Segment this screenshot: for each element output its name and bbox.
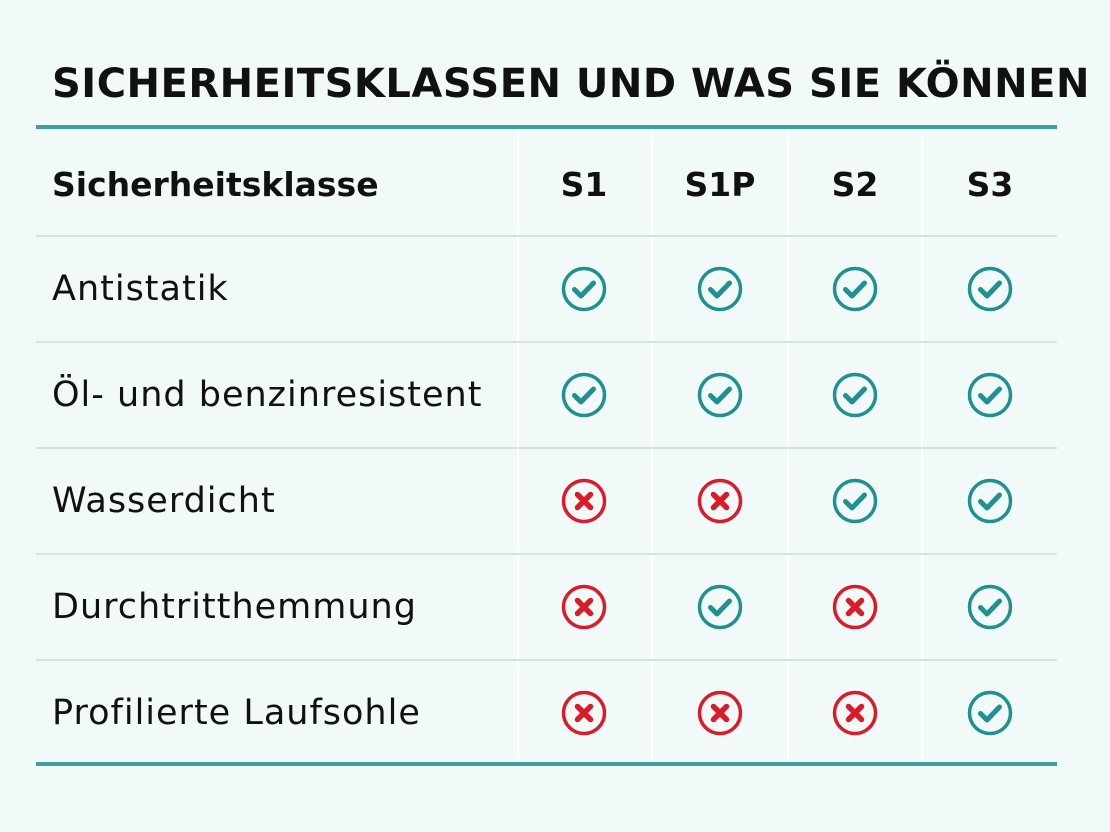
header-label: Sicherheitsklasse <box>52 165 379 204</box>
top-rule <box>36 125 1057 129</box>
row-divider <box>36 553 1057 555</box>
row-divider <box>36 659 1057 661</box>
column-header-s1p: S1P <box>684 165 756 204</box>
x-circle-icon <box>560 477 608 525</box>
check-circle-icon <box>696 583 744 631</box>
x-circle-icon <box>696 689 744 737</box>
row-divider <box>36 447 1057 449</box>
check-circle-icon <box>966 265 1014 313</box>
x-circle-icon <box>560 583 608 631</box>
bottom-rule <box>36 762 1057 766</box>
x-circle-icon <box>831 689 879 737</box>
check-circle-icon <box>966 583 1014 631</box>
column-divider <box>651 130 653 762</box>
row-divider <box>36 235 1057 237</box>
check-circle-icon <box>966 689 1014 737</box>
check-circle-icon <box>966 477 1014 525</box>
check-circle-icon <box>560 265 608 313</box>
x-circle-icon <box>696 477 744 525</box>
row-divider <box>36 341 1057 343</box>
check-circle-icon <box>966 371 1014 419</box>
row-label: Durchtritthemmung <box>52 587 417 627</box>
row-label: Öl- und benzinresistent <box>52 375 483 415</box>
check-circle-icon <box>831 265 879 313</box>
x-circle-icon <box>831 583 879 631</box>
check-circle-icon <box>696 371 744 419</box>
column-divider <box>787 130 789 762</box>
table-title: SICHERHEITSKLASSEN UND WAS SIE KÖNNEN <box>52 61 1090 107</box>
row-label: Antistatik <box>52 269 229 309</box>
column-header-s1: S1 <box>560 165 608 204</box>
check-circle-icon <box>696 265 744 313</box>
column-header-s2: S2 <box>831 165 879 204</box>
row-label: Wasserdicht <box>52 481 276 521</box>
x-circle-icon <box>560 689 608 737</box>
check-circle-icon <box>831 477 879 525</box>
column-divider <box>921 130 923 762</box>
check-circle-icon <box>831 371 879 419</box>
check-circle-icon <box>560 371 608 419</box>
column-divider <box>517 130 519 762</box>
column-header-s3: S3 <box>966 165 1014 204</box>
row-label: Profilierte Laufsohle <box>52 693 421 733</box>
